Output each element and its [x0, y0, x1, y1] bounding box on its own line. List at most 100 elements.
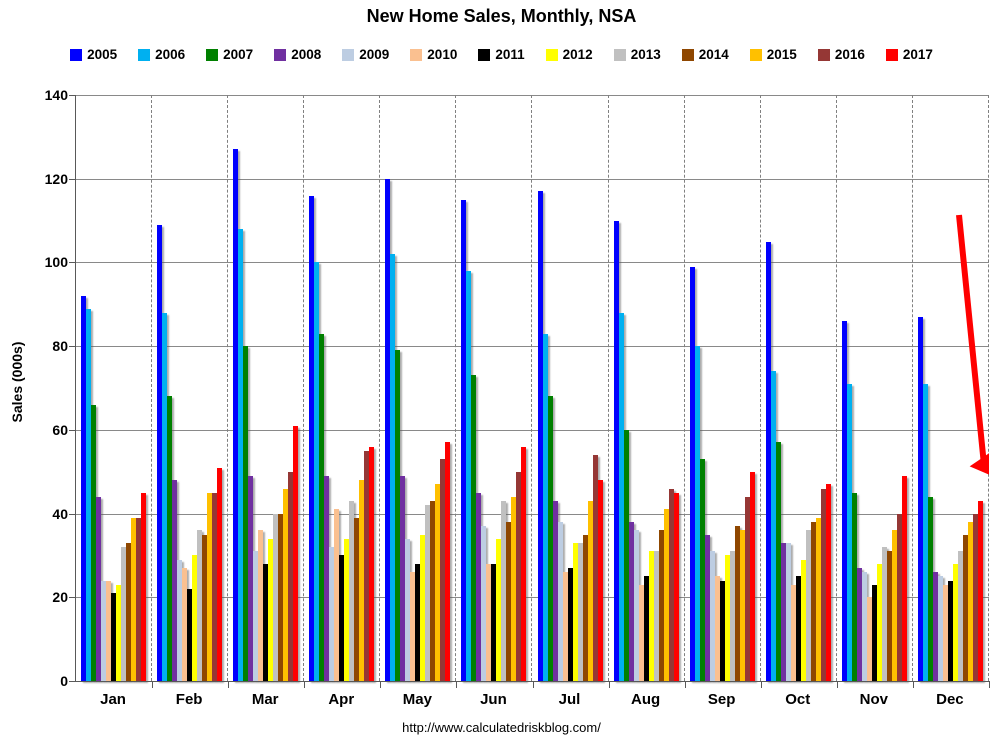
bar-2017-Nov [901, 475, 907, 681]
x-label-Oct: Oct [785, 691, 811, 708]
bar-2017-Sep [749, 471, 755, 681]
legend: 2005 2006 2007 2008 2009 2010 2011 2012 2013 2014… [0, 47, 1003, 62]
bar-2010-Oct [790, 584, 796, 681]
legend-swatch-2014 [681, 48, 694, 61]
bar-2006-May [390, 254, 396, 681]
y-axis-tick [69, 262, 76, 264]
legend-item-2008: 2008 [274, 47, 321, 62]
bar-2008-Apr [324, 475, 330, 681]
legend-item-2011: 2011 [478, 47, 525, 62]
x-axis-tick [532, 681, 534, 688]
x-axis-tick [380, 681, 382, 688]
bar-2007-Jul [547, 396, 553, 681]
gridline-120 [76, 178, 989, 180]
bar-2015-Oct [815, 517, 821, 681]
bar-2008-Sep [704, 534, 710, 681]
bar-2009-Mar [253, 551, 259, 681]
bar-2011-Mar [263, 563, 269, 681]
bar-2015-Jun [511, 496, 517, 681]
gridline-100 [76, 262, 989, 264]
bar-2005-Apr [309, 195, 315, 681]
bar-2014-Jul [582, 534, 588, 681]
legend-label: 2016 [834, 47, 865, 62]
bar-2015-Mar [283, 488, 289, 681]
bar-2009-Nov [861, 572, 867, 681]
bar-2014-Dec [962, 534, 968, 681]
legend-label: 2014 [698, 47, 729, 62]
plot-area [69, 95, 990, 688]
y-axis-tick [69, 429, 76, 431]
x-axis-tick [456, 681, 458, 688]
legend-swatch-2016 [817, 48, 830, 61]
bar-2005-Jan [81, 295, 87, 681]
bar-2014-Apr [354, 517, 360, 681]
legend-swatch-2009 [342, 48, 355, 61]
bar-2011-Feb [187, 588, 193, 681]
bar-2008-Dec [932, 572, 938, 681]
legend-label: 2009 [359, 47, 390, 62]
bar-2012-Sep [724, 555, 730, 681]
y-axis-tick [69, 95, 76, 96]
bar-2006-Jun [466, 270, 472, 681]
legend-item-2014: 2014 [681, 47, 729, 62]
bar-2011-May [415, 563, 421, 681]
bar-group-Sep [683, 95, 760, 681]
bar-2010-May [410, 572, 416, 681]
x-axis-tick [912, 681, 914, 688]
bar-2017-Mar [293, 425, 299, 681]
bar-2010-Aug [638, 584, 644, 681]
legend-item-2017: 2017 [885, 47, 933, 62]
bar-2006-Feb [162, 312, 168, 681]
x-axis-tick [760, 681, 762, 688]
bar-2012-Apr [344, 538, 350, 681]
bar-2010-Jul [562, 572, 568, 681]
legend-item-2015: 2015 [749, 47, 797, 62]
bar-2017-Jan [141, 492, 147, 681]
bar-2012-Jun [496, 538, 502, 681]
bar-2017-Aug [673, 492, 679, 681]
legend-label: 2013 [630, 47, 661, 62]
bar-2010-Feb [182, 568, 188, 681]
legend-item-2005: 2005 [70, 47, 117, 62]
x-axis-labels: Jan Feb Mar Apr May Jun Jul Aug Sep Oct Nov Dec [75, 691, 988, 708]
bar-2007-Feb [167, 396, 173, 681]
bar-2013-Jan [121, 547, 127, 681]
bar-2016-Dec [972, 513, 978, 681]
bar-2014-Nov [886, 551, 892, 681]
y-tick-140: 140 [44, 87, 68, 103]
x-label-May: May [402, 691, 432, 708]
legend-label: 2011 [495, 47, 525, 62]
bar-2015-Nov [891, 530, 897, 681]
bar-2014-May [430, 501, 436, 681]
bar-2016-Jun [516, 471, 522, 681]
x-axis-tick [989, 681, 990, 688]
bar-group-May [379, 95, 455, 681]
bar-2016-Feb [212, 492, 218, 681]
bar-2005-Sep [689, 266, 695, 681]
legend-label: 2005 [87, 47, 118, 62]
bar-2012-Feb [192, 555, 198, 681]
x-label-Aug: Aug [631, 691, 661, 708]
bar-group-Dec [911, 95, 989, 681]
bar-2007-Sep [699, 459, 705, 681]
bar-2006-Sep [694, 346, 700, 681]
legend-item-2009: 2009 [342, 47, 389, 62]
bar-2013-Jul [577, 542, 583, 681]
bar-2011-Dec [947, 580, 953, 681]
bar-group-Nov [835, 95, 912, 681]
bar-2016-Jul [592, 455, 598, 681]
bar-2017-Jul [597, 480, 603, 681]
bar-2006-Nov [846, 383, 852, 681]
x-axis-tick [608, 681, 610, 688]
bar-2005-Oct [765, 241, 771, 681]
y-axis-tick [69, 178, 76, 180]
legend-item-2010: 2010 [410, 47, 457, 62]
y-axis-tick [69, 346, 76, 348]
bar-2015-Apr [359, 480, 365, 681]
gridline-140 [76, 95, 989, 96]
gridline-20 [76, 597, 989, 599]
x-label-Jul: Jul [558, 691, 581, 708]
y-axis-tick [69, 597, 76, 599]
bar-2006-Jan [86, 308, 92, 681]
x-axis-tick [228, 681, 230, 688]
